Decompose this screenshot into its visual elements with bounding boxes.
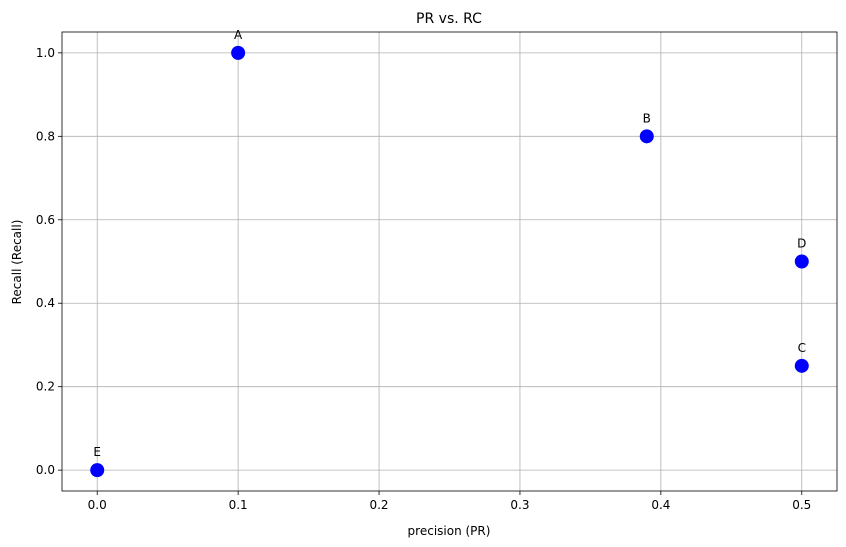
y-axis-label: Recall (Recall) xyxy=(10,220,24,305)
point-label-b: B xyxy=(643,111,651,125)
plot-area-frame xyxy=(61,31,838,492)
x-tick-label: 0.3 xyxy=(510,498,529,512)
x-tick-label: 0.2 xyxy=(369,498,388,512)
y-tick-label: 1.0 xyxy=(36,46,55,60)
x-tick-label: 0.4 xyxy=(651,498,670,512)
y-tick-label: 0.6 xyxy=(36,213,55,227)
y-tick-label: 0.8 xyxy=(36,129,55,143)
x-tick-label: 0.1 xyxy=(229,498,248,512)
x-axis-label: precision (PR) xyxy=(408,524,491,538)
chart-title: PR vs. RC xyxy=(416,11,482,27)
x-tick-label: 0.5 xyxy=(792,498,811,512)
point-label-a: A xyxy=(234,28,243,42)
data-point-e xyxy=(90,463,105,478)
x-tick-label: 0.0 xyxy=(88,498,107,512)
data-points: A B C D E xyxy=(90,28,809,478)
y-tick-label: 0.4 xyxy=(36,296,55,310)
data-point-a xyxy=(231,45,246,60)
axis-ticks: 0.0 0.1 0.2 0.3 0.4 0.5 0.0 0.2 0.4 0.6 0.8 1.0 xyxy=(36,46,811,512)
data-point-c xyxy=(794,358,809,373)
point-label-c: C xyxy=(798,341,806,355)
data-point-d xyxy=(794,254,809,269)
point-label-d: D xyxy=(797,237,806,251)
y-tick-label: 0.0 xyxy=(36,463,55,477)
data-point-b xyxy=(639,129,654,144)
y-tick-label: 0.2 xyxy=(36,380,55,394)
point-label-e: E xyxy=(93,445,101,459)
